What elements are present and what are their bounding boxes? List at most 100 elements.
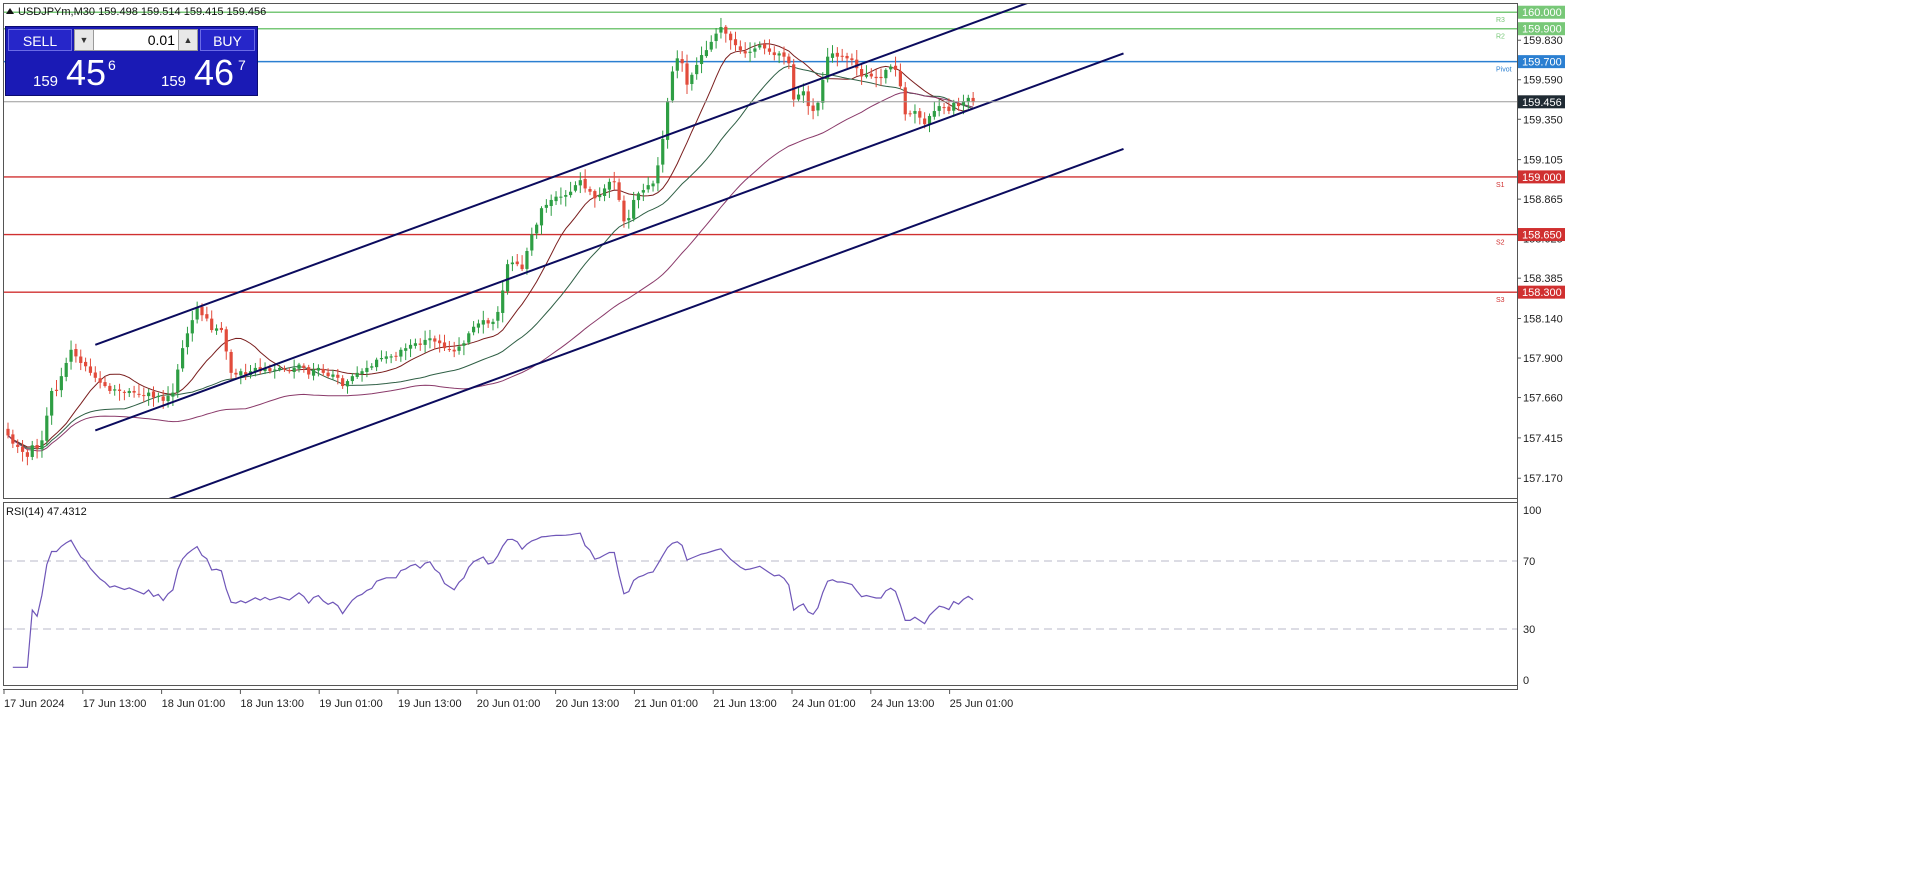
- sell-price-prefix: 159: [33, 73, 59, 90]
- candle-body: [98, 378, 102, 383]
- candle-body: [840, 55, 844, 57]
- candle-body: [428, 338, 432, 341]
- lot-decrease-icon[interactable]: ▼: [75, 30, 94, 50]
- rsi-tick-label: 30: [1523, 624, 1535, 636]
- candle-body: [530, 234, 534, 251]
- candle-body: [598, 195, 602, 198]
- candle-body: [656, 165, 660, 184]
- level-tag-r2: R2: [1496, 34, 1505, 41]
- candle-body: [554, 196, 558, 202]
- candle-body: [181, 348, 185, 369]
- candle-body: [404, 348, 408, 351]
- sell-button[interactable]: SELL: [8, 29, 72, 51]
- candle-body: [418, 343, 422, 345]
- sell-quote[interactable]: 159 45 6: [8, 53, 133, 95]
- candle-body: [690, 74, 694, 85]
- level-price-label-s2: 158.650: [1522, 230, 1562, 242]
- candle-body: [714, 33, 718, 42]
- channel-trend-line: [94, 4, 1028, 346]
- candle-body: [185, 333, 190, 348]
- time-tick-label: 24 Jun 01:00: [792, 698, 856, 710]
- symbol-header: USDJPYm,M30 159.498 159.514 159.415 159.…: [18, 6, 266, 18]
- candle-body: [210, 318, 214, 331]
- time-tick-label: 24 Jun 13:00: [871, 698, 935, 710]
- candle-body: [821, 79, 825, 103]
- candle-body: [316, 367, 320, 371]
- current-price-box: [1518, 95, 1565, 109]
- rsi-tick-label: 100: [1523, 505, 1541, 517]
- candle-body: [748, 51, 752, 53]
- candle-body: [884, 69, 888, 79]
- candle-body: [365, 367, 369, 372]
- candle-body: [50, 390, 54, 416]
- level-tag-s2: S2: [1496, 240, 1505, 247]
- price-tick-label: 158.385: [1523, 273, 1563, 285]
- candle-body: [253, 367, 257, 373]
- level-price-box-pivot: [1518, 55, 1565, 69]
- moving-average-line: [7, 43, 974, 448]
- candle-body: [341, 378, 345, 387]
- candle-body: [641, 190, 645, 193]
- candle-body: [743, 51, 747, 54]
- candle-body: [675, 58, 679, 71]
- candle-body: [224, 329, 228, 352]
- candle-body: [491, 321, 495, 325]
- candle-body: [389, 356, 393, 358]
- candle-body: [113, 389, 117, 391]
- candle-body: [903, 87, 907, 115]
- lot-size-input[interactable]: [95, 30, 177, 50]
- candle-body: [45, 415, 49, 441]
- candle-body: [826, 56, 830, 80]
- level-price-box-s2: [1518, 228, 1565, 242]
- candle-body: [695, 64, 699, 75]
- candle-body: [74, 349, 78, 357]
- candle-body: [166, 395, 170, 402]
- candle-body: [864, 74, 869, 77]
- buy-button[interactable]: BUY: [200, 29, 255, 51]
- price-tick-label: 158.865: [1523, 194, 1563, 206]
- candle-body: [593, 191, 597, 199]
- price-tick-label: 157.415: [1523, 433, 1563, 445]
- lot-increase-icon[interactable]: ▲: [178, 30, 197, 50]
- candle-body: [544, 204, 548, 208]
- candle-body: [777, 53, 781, 56]
- candle-body: [646, 185, 650, 190]
- candle-body: [564, 195, 568, 197]
- candle-body: [651, 183, 655, 187]
- candle-body: [792, 64, 796, 100]
- candle-body: [515, 261, 519, 265]
- level-price-box-s1: [1518, 170, 1565, 184]
- candle-body: [244, 372, 248, 375]
- sell-price-pips: 45: [66, 52, 107, 93]
- candle-body: [971, 97, 975, 102]
- level-tag-pivot: Pivot: [1496, 67, 1512, 74]
- candle-body: [132, 390, 136, 393]
- rsi-line: [12, 532, 974, 668]
- price-tick-label: 159.105: [1523, 155, 1563, 167]
- level-price-label-s1: 159.000: [1522, 172, 1562, 184]
- time-tick-label: 19 Jun 13:00: [398, 698, 462, 710]
- candle-body: [607, 181, 611, 190]
- candle-body: [88, 366, 93, 373]
- candle-body: [632, 199, 636, 219]
- collapse-triangle-icon[interactable]: [6, 8, 14, 14]
- candle-body: [472, 326, 476, 333]
- candle-body: [835, 52, 839, 57]
- price-tick-label: 159.350: [1523, 114, 1563, 126]
- candle-body: [433, 338, 437, 342]
- candle-body: [234, 372, 238, 375]
- buy-quote[interactable]: 159 46 7: [136, 53, 256, 95]
- candle-body: [806, 91, 810, 107]
- buy-price-prefix: 159: [161, 73, 187, 90]
- candle-body: [879, 76, 883, 79]
- rsi-tick-label: 70: [1523, 556, 1535, 568]
- candle-body: [156, 395, 160, 398]
- candle-body: [588, 188, 592, 192]
- candle-body: [893, 65, 898, 70]
- candle-body: [758, 45, 762, 48]
- candle-body: [297, 364, 301, 369]
- candle-body: [219, 327, 223, 331]
- candle-body: [79, 356, 83, 363]
- candle-body: [292, 367, 296, 373]
- candle-body: [117, 389, 122, 391]
